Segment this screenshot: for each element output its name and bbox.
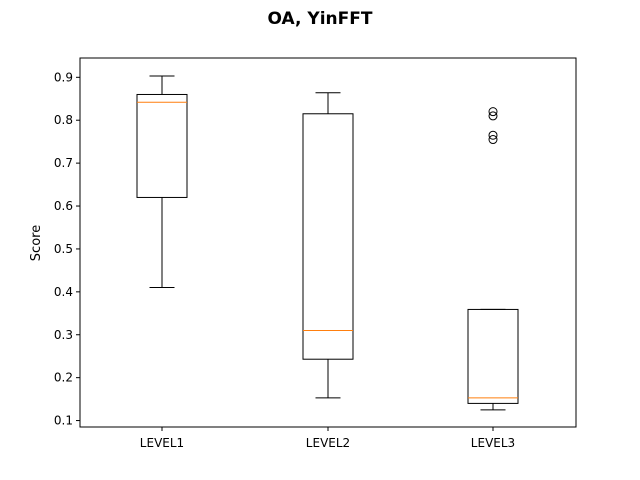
- y-tick-label: 0.5: [54, 242, 73, 256]
- chart-title: OA, YinFFT: [268, 9, 373, 29]
- outlier-point: [488, 111, 498, 121]
- y-axis-label: Score: [29, 225, 44, 261]
- x-tick-label: LEVEL3: [471, 436, 515, 450]
- y-tick-label: 0.8: [54, 113, 73, 127]
- y-tick-label: 0.4: [54, 285, 73, 299]
- box-iqr: [302, 113, 354, 360]
- outlier-point: [488, 135, 498, 145]
- y-tick-label: 0.9: [54, 70, 73, 84]
- outlier-point: [488, 107, 498, 117]
- box-iqr: [136, 93, 188, 198]
- y-tick-label: 0.2: [54, 371, 73, 385]
- outlier-point: [488, 130, 498, 140]
- box-iqr: [467, 308, 519, 404]
- x-tick-label: LEVEL1: [140, 436, 184, 450]
- x-tick-label: LEVEL2: [306, 436, 350, 450]
- y-tick-label: 0.7: [54, 156, 73, 170]
- y-tick-label: 0.6: [54, 199, 73, 213]
- y-tick-label: 0.1: [54, 414, 73, 428]
- plot-area: [136, 75, 519, 411]
- y-tick-label: 0.3: [54, 328, 73, 342]
